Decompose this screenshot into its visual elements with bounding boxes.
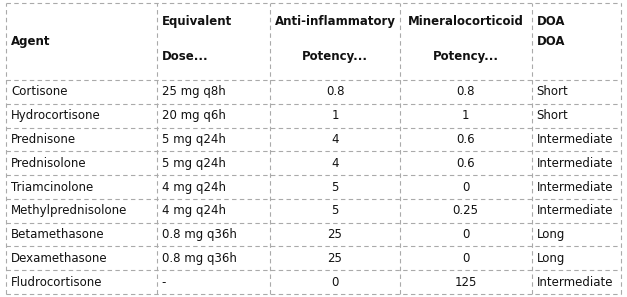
Text: 25 mg q8h: 25 mg q8h (162, 86, 226, 99)
Text: Intermediate: Intermediate (537, 133, 613, 146)
Text: Dexamethasone: Dexamethasone (11, 252, 108, 265)
Text: Betamethasone: Betamethasone (11, 228, 105, 241)
Text: 0.8: 0.8 (326, 86, 344, 99)
Text: Long: Long (537, 252, 565, 265)
Text: 0: 0 (462, 228, 469, 241)
Text: 20 mg q6h: 20 mg q6h (162, 109, 226, 122)
Text: 25: 25 (327, 228, 342, 241)
Text: Triamcinolone: Triamcinolone (11, 181, 93, 194)
Text: Prednisolone: Prednisolone (11, 157, 87, 170)
Text: 4 mg q24h: 4 mg q24h (162, 181, 226, 194)
Text: 0.6: 0.6 (456, 133, 475, 146)
Text: 4: 4 (331, 133, 339, 146)
Text: 5: 5 (331, 181, 339, 194)
Text: DOA: DOA (537, 35, 565, 48)
Text: Hydrocortisone: Hydrocortisone (11, 109, 101, 122)
Text: 0: 0 (462, 252, 469, 265)
Text: Intermediate: Intermediate (537, 204, 613, 217)
Text: -: - (162, 276, 166, 289)
Text: 0.8 mg q36h: 0.8 mg q36h (162, 228, 237, 241)
Text: Long: Long (537, 228, 565, 241)
Text: Intermediate: Intermediate (537, 181, 613, 194)
Text: Potency...: Potency... (302, 50, 368, 63)
Text: 0.25: 0.25 (453, 204, 478, 217)
Text: Short: Short (537, 109, 569, 122)
Text: Potency...: Potency... (433, 50, 498, 63)
Text: DOA: DOA (537, 15, 565, 28)
Text: 1: 1 (331, 109, 339, 122)
Text: 4: 4 (331, 157, 339, 170)
Text: 5: 5 (331, 204, 339, 217)
Text: Short: Short (537, 86, 569, 99)
Text: 0: 0 (331, 276, 339, 289)
Text: 1: 1 (462, 109, 470, 122)
Text: Prednisone: Prednisone (11, 133, 76, 146)
Text: Agent: Agent (11, 35, 51, 48)
Text: 5 mg q24h: 5 mg q24h (162, 133, 226, 146)
Text: Methylprednisolone: Methylprednisolone (11, 204, 128, 217)
Text: Dose...: Dose... (162, 50, 208, 63)
Text: Mineralocorticoid: Mineralocorticoid (408, 15, 524, 28)
Text: 0: 0 (462, 181, 469, 194)
Text: Intermediate: Intermediate (537, 157, 613, 170)
Text: 0.6: 0.6 (456, 157, 475, 170)
Text: 25: 25 (327, 252, 342, 265)
Text: 125: 125 (455, 276, 477, 289)
Text: 0.8: 0.8 (456, 86, 475, 99)
Text: Fludrocortisone: Fludrocortisone (11, 276, 103, 289)
Text: 5 mg q24h: 5 mg q24h (162, 157, 226, 170)
Text: Intermediate: Intermediate (537, 276, 613, 289)
Text: Cortisone: Cortisone (11, 86, 68, 99)
Text: Equivalent: Equivalent (162, 15, 232, 28)
Text: Anti-inflammatory: Anti-inflammatory (275, 15, 396, 28)
Text: 0.8 mg q36h: 0.8 mg q36h (162, 252, 237, 265)
Text: 4 mg q24h: 4 mg q24h (162, 204, 226, 217)
